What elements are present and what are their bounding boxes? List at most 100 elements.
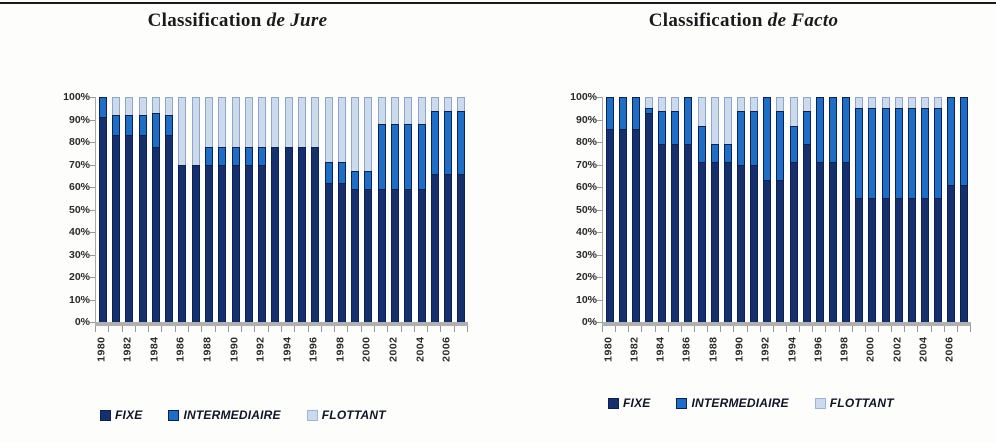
x-tick-mark <box>904 326 906 332</box>
x-tick-mark <box>746 326 748 332</box>
intermediaire-swatch-icon <box>168 409 180 421</box>
bar-1997-intermediaire-segment <box>324 162 333 183</box>
bar-1981 <box>618 97 627 322</box>
bar-1995-fixe-segment <box>297 146 306 322</box>
x-tick-mark <box>825 326 827 332</box>
bar-2001-fixe-segment <box>377 189 386 322</box>
bar-1988 <box>710 97 719 322</box>
bar-1981-intermediaire-segment <box>618 97 627 129</box>
y-tick-mark <box>90 232 95 233</box>
x-tick-mark <box>602 326 603 332</box>
bar-1981-intermediaire-segment <box>111 115 120 136</box>
bar-2004 <box>921 97 929 322</box>
bar-2002-fixe-segment <box>390 189 399 322</box>
bar-1989-intermediaire-segment <box>723 144 732 163</box>
bar-1991-flottant-segment <box>244 97 253 147</box>
bar-1988 <box>204 97 213 322</box>
bar-2000-fixe-segment <box>868 198 877 322</box>
bar-2004 <box>417 97 426 322</box>
flottant-swatch-icon <box>306 409 318 421</box>
chart-title-de-facto: Classification de Facto <box>556 10 986 32</box>
y-tick-mark <box>597 209 602 211</box>
bar-1982-flottant-segment <box>125 97 134 115</box>
bar-1996 <box>815 97 824 322</box>
bar-1984-flottant-segment <box>658 97 667 111</box>
bar-1984-intermediaire-segment <box>151 112 160 147</box>
bar-1988-flottant-segment <box>204 97 213 147</box>
bar-1992-flottant-segment <box>258 97 267 147</box>
legend-item-intermediaire: INTERMEDIAIRE <box>676 396 789 410</box>
chart-panel-de-jure: Classification de Jure 100% 90% 80% 70% 60% 5… <box>55 10 475 443</box>
legend-label-fixe: FIXE <box>623 396 651 410</box>
x-tick-label-1998: 1998 <box>334 336 347 362</box>
bars-container <box>96 97 468 322</box>
bar-1982 <box>125 97 134 322</box>
x-tick-mark <box>400 326 402 332</box>
x-tick-mark <box>214 326 216 332</box>
x-tick-mark <box>201 326 203 332</box>
x-tick-labels: 1980 1982 1984 1986 1988 1990 1992 1994 1996 1998… <box>95 332 467 390</box>
bar-2007-flottant-segment <box>457 97 466 111</box>
fixe-swatch-icon <box>608 397 619 409</box>
bar-1993 <box>271 97 280 322</box>
x-tick-mark <box>970 326 971 332</box>
y-tick-label-50: 50% <box>68 203 90 216</box>
bar-1988-fixe-segment <box>710 162 719 322</box>
bar-1990-flottant-segment <box>231 97 240 147</box>
bar-1985-flottant-segment <box>165 97 174 115</box>
bar-2005 <box>430 97 439 322</box>
bar-1980-intermediaire-segment <box>98 97 107 118</box>
y-tick-label-40: 40% <box>575 226 597 238</box>
bar-2005 <box>934 97 943 322</box>
bar-1987-flottant-segment <box>191 97 200 165</box>
legend-label-flottant: FLOTTANT <box>321 408 386 422</box>
bar-1992 <box>258 97 267 322</box>
y-tick-mark <box>90 164 95 166</box>
bar-2003 <box>907 97 916 322</box>
bar-2001-intermediaire-segment <box>377 124 386 190</box>
bar-2004-intermediaire-segment <box>921 108 929 199</box>
bar-2007 <box>457 97 466 322</box>
x-tick-label-2004: 2004 <box>414 336 426 362</box>
bar-2001-intermediaire-segment <box>881 108 890 199</box>
bar-1983-fixe-segment <box>645 112 653 322</box>
x-tick-mark <box>360 326 362 332</box>
y-tick-label-70: 70% <box>68 158 90 171</box>
bar-1988-fixe-segment <box>204 164 213 322</box>
y-tick-mark <box>597 119 602 121</box>
bar-1981-fixe-segment <box>618 128 627 322</box>
bar-2006-fixe-segment <box>947 184 956 322</box>
bar-1994-flottant-segment <box>284 97 293 147</box>
y-tick-mark <box>597 232 602 233</box>
bar-2001 <box>377 97 386 322</box>
bar-2000-intermediaire-segment <box>364 171 373 190</box>
legend: FIXE INTERMEDIAIRE FLOTTANT <box>608 396 894 410</box>
x-tick-mark <box>838 326 840 332</box>
x-tick-mark <box>453 326 455 332</box>
bar-2001-fixe-segment <box>881 198 890 322</box>
y-tick-mark <box>597 322 602 323</box>
y-tick-label-0: 0% <box>581 316 597 328</box>
x-tick-mark <box>720 326 722 332</box>
bar-1981-fixe-segment <box>111 135 120 322</box>
x-tick-mark <box>227 326 229 332</box>
bar-2002 <box>894 97 903 322</box>
bar-2005-intermediaire-segment <box>934 108 943 199</box>
title-main-text: Classification <box>648 10 763 31</box>
y-tick-mark <box>597 97 602 98</box>
x-tick-label-1992: 1992 <box>254 336 267 362</box>
bar-1989-intermediaire-segment <box>218 146 227 165</box>
bar-1991-fixe-segment <box>244 164 253 322</box>
bar-2007-intermediaire-segment <box>960 97 969 185</box>
bar-2003-fixe-segment <box>404 189 413 322</box>
x-tick-label-1990: 1990 <box>733 336 746 362</box>
bar-1992 <box>763 97 772 322</box>
flottant-swatch-icon <box>814 397 826 409</box>
bar-1989-flottant-segment <box>218 97 227 147</box>
bar-1987-fixe-segment <box>697 162 706 322</box>
bar-1998-intermediaire-segment <box>842 97 851 163</box>
bar-1980-fixe-segment <box>98 117 107 322</box>
bar-2003-intermediaire-segment <box>907 108 916 199</box>
fixe-swatch-icon <box>100 409 111 421</box>
bar-2000-fixe-segment <box>364 189 373 322</box>
